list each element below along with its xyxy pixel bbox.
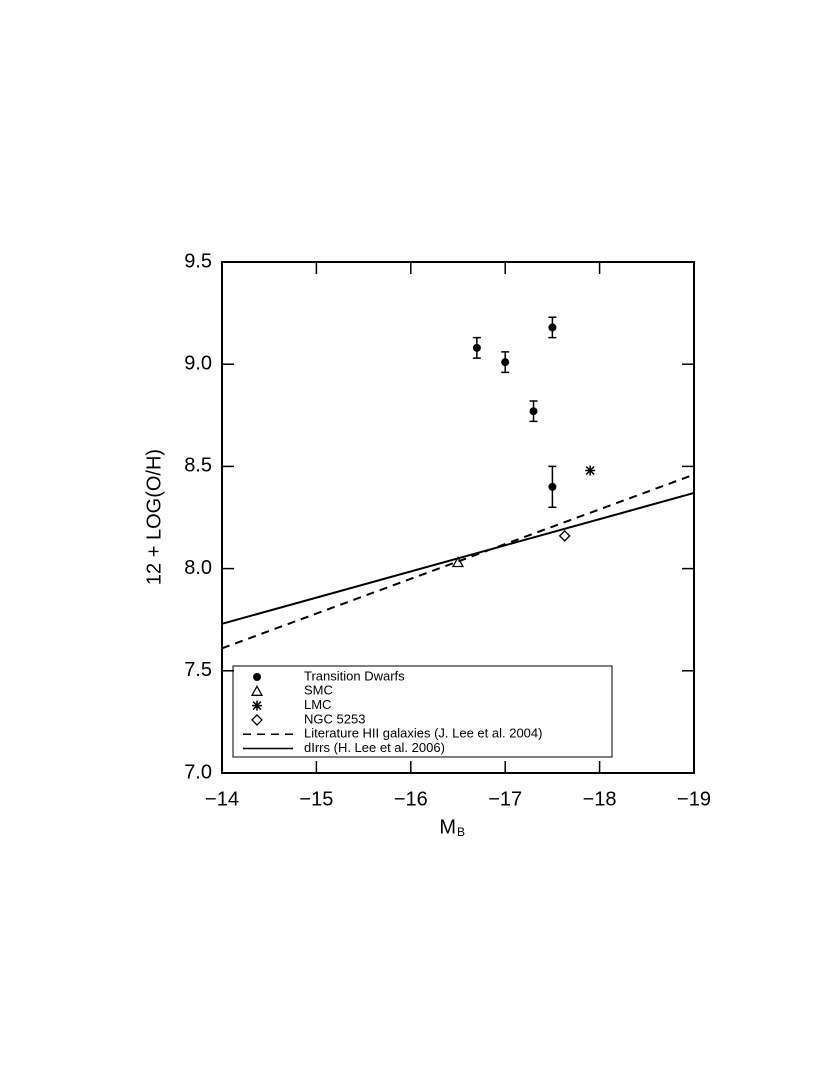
y-axis-label: 12 + LOG(O/H) — [143, 449, 165, 585]
point — [548, 323, 557, 332]
point — [501, 358, 510, 367]
legend-marker — [251, 713, 263, 726]
x-tick-label: −16 — [394, 788, 428, 810]
legend-label: Transition Dwarfs — [304, 668, 405, 683]
plot-frame — [221, 261, 695, 774]
x-axis-label-subscript: B — [457, 825, 465, 839]
y-tick-label: 8.5 — [184, 455, 212, 477]
point — [585, 465, 596, 476]
legend-box — [232, 665, 613, 758]
x-tick-label: −18 — [583, 788, 617, 810]
legend-marker — [252, 700, 262, 711]
legend-marker — [250, 684, 264, 696]
trend-line — [221, 492, 695, 625]
legend-label: LMC — [304, 697, 331, 712]
x-tick-label: −19 — [677, 788, 711, 810]
legend-label: Literature HII galaxies (J. Lee et al. 2… — [304, 726, 542, 741]
point — [451, 556, 465, 568]
x-axis-label: M — [439, 816, 456, 838]
y-tick-label: 7.0 — [184, 761, 212, 783]
x-tick-label: −15 — [299, 788, 333, 810]
y-tick-label: 7.5 — [184, 659, 212, 681]
legend-label: SMC — [304, 683, 333, 698]
legend-label: dIrrs (H. Lee et al. 2006) — [304, 740, 445, 755]
point — [529, 407, 538, 416]
legend-label: NGC 5253 — [304, 711, 365, 726]
y-tick-label: 9.5 — [184, 250, 212, 272]
trend-line — [221, 473, 695, 650]
point — [472, 343, 481, 352]
x-tick-label: −14 — [205, 788, 239, 810]
y-tick-label: 9.0 — [184, 352, 212, 374]
legend-marker — [253, 673, 261, 681]
point — [558, 529, 571, 542]
point — [548, 482, 557, 491]
x-tick-label: −17 — [488, 788, 522, 810]
y-tick-label: 8.0 — [184, 557, 212, 579]
